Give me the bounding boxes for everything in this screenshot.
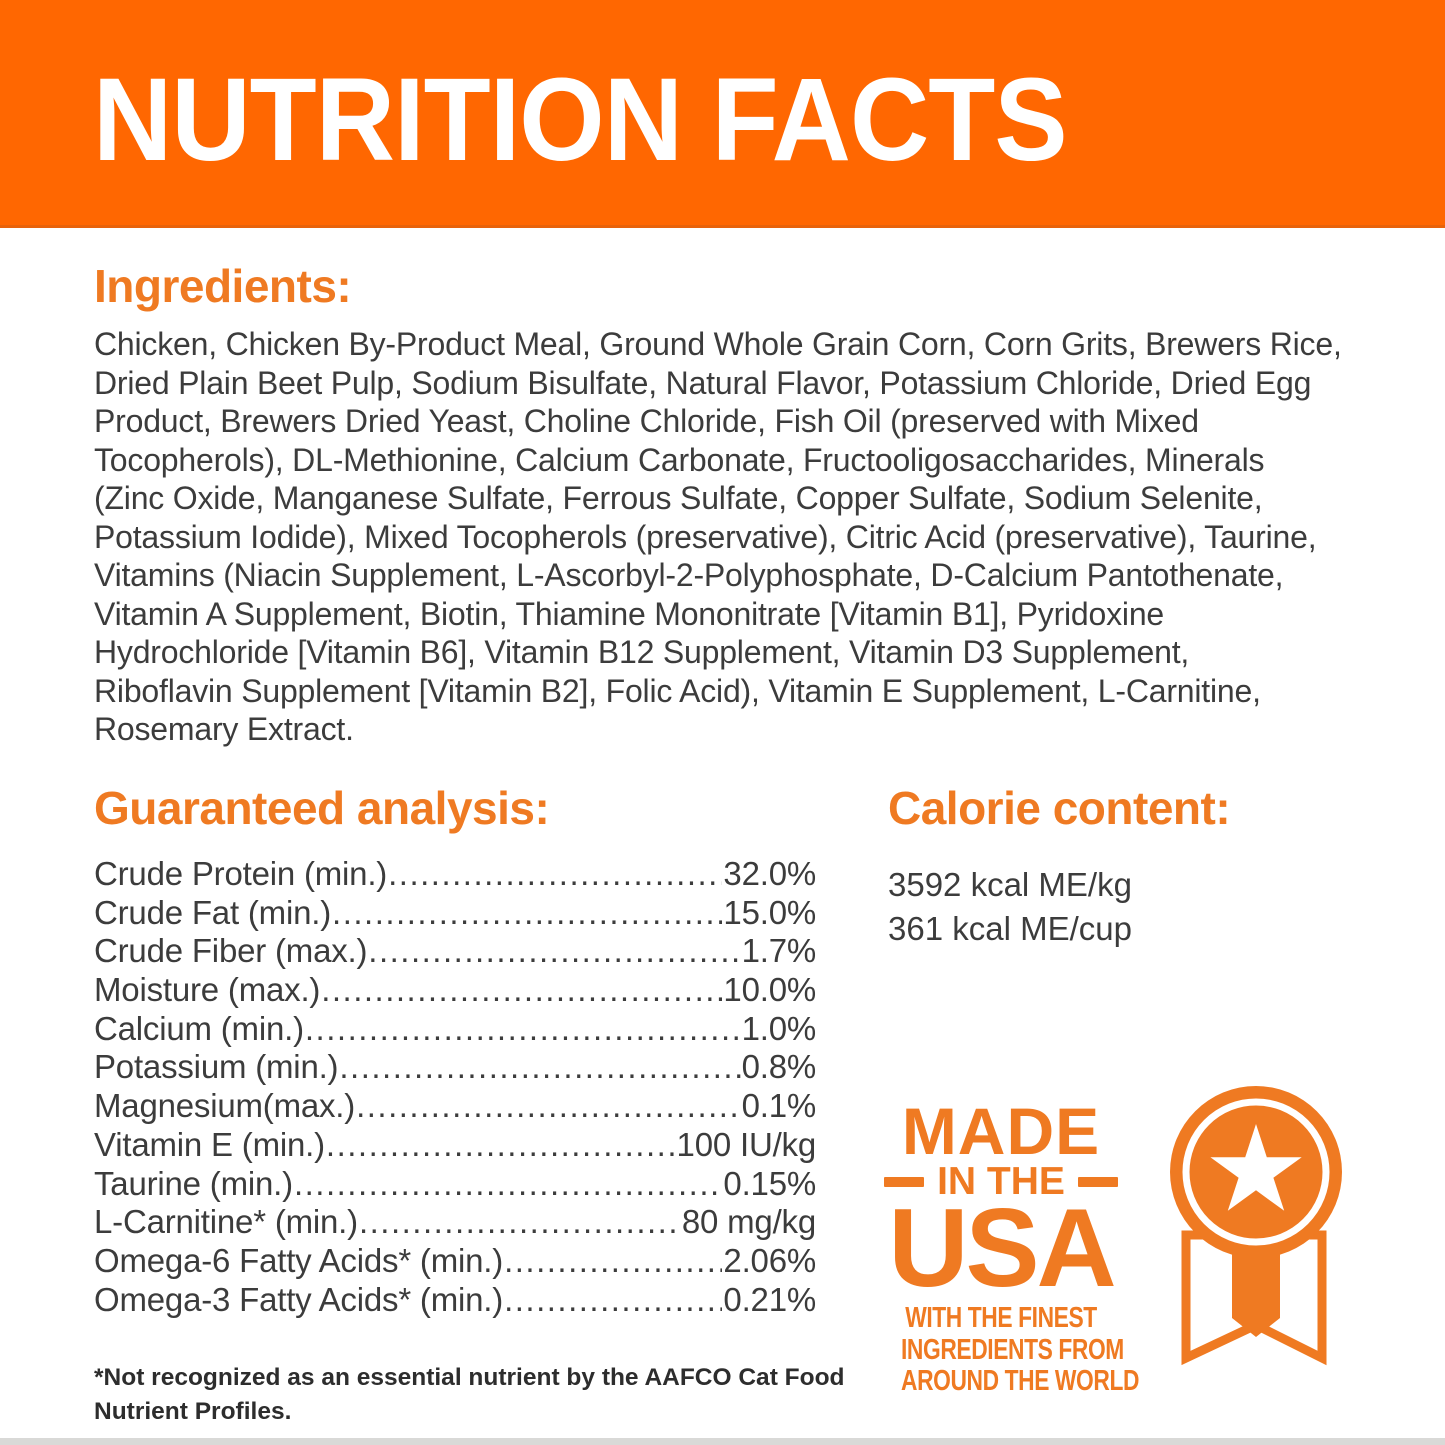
nutrient-value: 2.06%	[723, 1241, 816, 1279]
guaranteed-analysis-table: Crude Protein (min.) 32.0% Crude Fat (mi…	[94, 855, 816, 1319]
tagline-line: WITH THE FINEST	[905, 1302, 1097, 1334]
table-row: Magnesium(max.) 0.1%	[94, 1087, 816, 1126]
guaranteed-analysis-heading: Guaranteed analysis:	[94, 782, 550, 834]
table-row: Taurine (min.) 0.15%	[94, 1165, 816, 1204]
nutrient-value: 0.15%	[723, 1164, 816, 1202]
nutrient-label: Moisture (max.)	[94, 971, 321, 1009]
tagline-line: INGREDIENTS FROM	[901, 1333, 1124, 1366]
nutrient-label: Crude Fiber (max.)	[94, 932, 368, 970]
ingredients-paragraph: Chicken, Chicken By-Product Meal, Ground…	[94, 325, 1342, 749]
made-word: MADE	[901, 1094, 1101, 1168]
ingredients-line: Riboflavin Supplement [Vitamin B2], Foli…	[94, 672, 1261, 709]
ingredients-line: Hydrochloride [Vitamin B6], Vitamin B12 …	[94, 634, 1190, 670]
dot-leader	[356, 1087, 741, 1126]
ingredients-line: (Zinc Oxide, Manganese Sulfate, Ferrous …	[94, 480, 1263, 516]
usa-tagline: WITH THE FINEST INGREDIENTS FROM AROUND …	[901, 1302, 1140, 1398]
dot-leader	[326, 1126, 676, 1165]
ingredients-line: Tocopherols), DL-Methionine, Calcium Car…	[94, 441, 1265, 478]
calorie-value-line: 361 kcal ME/cup	[888, 909, 1132, 947]
nutrient-value: 0.1%	[741, 1087, 817, 1125]
nutrient-value: 1.0%	[741, 1009, 817, 1047]
calorie-content-heading: Calorie content:	[888, 782, 1231, 834]
footnote-line: *Not recognized as an essential nutrient…	[94, 1364, 845, 1391]
table-row: Moisture (max.) 10.0%	[94, 971, 816, 1010]
nutrient-value: 100 IU/kg	[676, 1125, 817, 1163]
in-the-row: IN THE	[876, 1162, 1126, 1201]
table-row: Crude Protein (min.) 32.0%	[94, 855, 816, 894]
dot-leader	[305, 1010, 741, 1049]
tagline-line: AROUND THE WORLD	[901, 1365, 1140, 1397]
nutrient-value: 1.7%	[741, 932, 817, 970]
table-row: Potassium (min.) 0.8%	[94, 1048, 816, 1087]
dot-leader	[332, 894, 722, 933]
table-row: Vitamin E (min.) 100 IU/kg	[94, 1126, 816, 1165]
in-the-word: IN THE	[937, 1160, 1065, 1203]
ingredients-line: Product, Brewers Dried Yeast, Choline Ch…	[94, 403, 1199, 439]
nutrient-label: Omega-6 Fatty Acids* (min.)	[94, 1241, 504, 1279]
ingredients-line: Dried Plain Beet Pulp, Sodium Bisulfate,…	[94, 364, 1312, 401]
ingredients-line: Chicken, Chicken By-Product Meal, Ground…	[94, 326, 1342, 362]
table-row: Omega-6 Fatty Acids* (min.) 2.06%	[94, 1242, 816, 1281]
ingredients-line: Rosemary Extract.	[94, 711, 354, 747]
dash-bar-right	[1077, 1176, 1118, 1187]
table-row: Crude Fiber (max.) 1.7%	[94, 932, 816, 971]
header-banner: NUTRITION FACTS	[0, 0, 1445, 228]
dash-bar-left	[884, 1176, 925, 1187]
calorie-content-values: 3592 kcal ME/kg 361 kcal ME/cup	[888, 863, 1132, 950]
page-title: NUTRITION FACTS	[93, 54, 1068, 186]
dot-leader	[368, 932, 740, 971]
nutrient-label: Crude Fat (min.)	[94, 893, 332, 931]
nutrient-label: Calcium (min.)	[94, 1009, 304, 1047]
dot-leader	[359, 1203, 681, 1242]
nutrient-label: Vitamin E (min.)	[94, 1125, 325, 1163]
aafco-footnote: *Not recognized as an essential nutrient…	[94, 1361, 845, 1428]
ingredients-heading: Ingredients:	[94, 260, 352, 312]
table-row: Calcium (min.) 1.0%	[94, 1010, 816, 1049]
dot-leader	[388, 855, 722, 894]
dot-leader	[504, 1242, 722, 1281]
dot-leader	[321, 971, 722, 1010]
calorie-value-line: 3592 kcal ME/kg	[888, 866, 1132, 903]
nutrient-label: L-Carnitine* (min.)	[94, 1203, 358, 1241]
dot-leader	[294, 1165, 722, 1204]
ingredients-line: Vitamin A Supplement, Biotin, Thiamine M…	[94, 595, 1165, 632]
made-in-usa-seal: MADE IN THE USA WITH THE FINEST INGREDIE…	[876, 1094, 1140, 1398]
nutrient-label: Taurine (min.)	[94, 1164, 293, 1202]
nutrient-value: 32.0%	[723, 855, 816, 892]
bottom-edge-strip	[0, 1438, 1445, 1445]
nutrient-label: Potassium (min.)	[94, 1048, 339, 1086]
nutrient-label: Magnesium(max.)	[94, 1087, 356, 1125]
usa-word: USA	[888, 1186, 1116, 1310]
ingredients-line: Vitamins (Niacin Supplement, L-Ascorbyl-…	[94, 557, 1284, 593]
award-ribbon-star-icon	[1170, 1086, 1342, 1366]
footnote-line: Nutrient Profiles.	[94, 1397, 292, 1425]
nutrient-value: 10.0%	[723, 971, 816, 1009]
dot-leader	[504, 1281, 722, 1320]
nutrient-value: 0.21%	[723, 1280, 816, 1318]
nutrient-value: 80 mg/kg	[681, 1203, 816, 1241]
ingredients-line: Potassium Iodide), Mixed Tocopherols (pr…	[94, 518, 1317, 555]
nutrient-value: 0.8%	[741, 1048, 817, 1086]
table-row: Crude Fat (min.) 15.0%	[94, 894, 816, 933]
table-row: L-Carnitine* (min.) 80 mg/kg	[94, 1203, 816, 1242]
dot-leader	[339, 1048, 740, 1087]
nutrient-value: 15.0%	[723, 893, 816, 931]
table-row: Omega-3 Fatty Acids* (min.) 0.21%	[94, 1281, 816, 1320]
nutrient-label: Crude Protein (min.)	[94, 855, 388, 892]
nutrient-label: Omega-3 Fatty Acids* (min.)	[94, 1280, 504, 1318]
